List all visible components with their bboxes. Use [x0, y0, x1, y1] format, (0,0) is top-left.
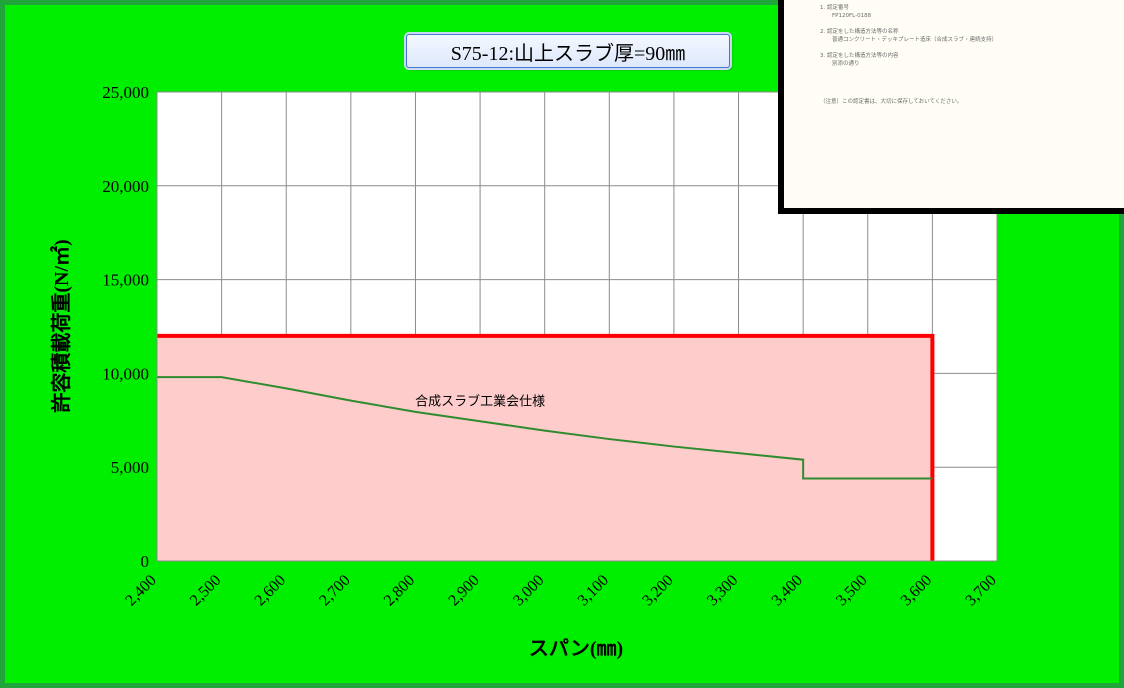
x-tick-label: 3,500: [833, 572, 870, 609]
specification-line: [157, 376, 933, 480]
y-tick-label: 10,000: [102, 364, 149, 383]
doc-item-heading: 2. 認定をした構造方法等の名称: [820, 29, 899, 35]
series-annotation: 合成スラブ工業会仕様: [415, 393, 545, 409]
y-axis-label: 許容積載荷重(N/㎡): [49, 239, 73, 412]
x-tick-label: 2,400: [122, 572, 159, 609]
x-tick-label: 3,400: [769, 572, 806, 609]
x-tick-label: 2,600: [252, 572, 289, 609]
doc-item-body: 別添の通り: [832, 61, 860, 67]
chart-title: S75-12:山上スラブ厚=90㎜: [406, 34, 730, 68]
x-tick-label: 3,000: [510, 572, 547, 609]
certificate-document-inset: 1. 認定番号 FP120FL-0188 2. 認定をした構造方法等の名称 普通…: [778, 0, 1124, 214]
doc-item-body: FP120FL-0188: [832, 13, 872, 19]
x-tick-label: 2,500: [187, 572, 224, 609]
y-tick-label: 5,000: [111, 458, 149, 477]
series-layer: [157, 333, 935, 561]
doc-item-body: 普通コンクリート・デッキプレート造床（合成スラブ・連続支持）: [832, 37, 998, 43]
allowable-region-fill: [157, 335, 933, 561]
x-tick-label: 2,900: [445, 572, 482, 609]
x-axis-label: スパン(㎜): [529, 637, 623, 660]
doc-note: （注意）この認定書は、大切に保存しておいてください。: [820, 99, 963, 105]
x-tick-label: 2,800: [381, 572, 418, 609]
x-tick-label: 3,700: [962, 572, 999, 609]
y-tick-label: 20,000: [102, 177, 149, 196]
doc-item-2: 2. 認定をした構造方法等の名称 普通コンクリート・デッキプレート造床（合成スラ…: [820, 28, 997, 44]
y-tick-label: 0: [141, 552, 150, 571]
plot-border: [156, 91, 998, 562]
doc-item-1: 1. 認定番号 FP120FL-0188: [820, 4, 871, 20]
x-tick-label: 2,700: [316, 572, 353, 609]
allowable-limit-line: [157, 333, 935, 561]
y-tick-label: 15,000: [102, 271, 149, 290]
doc-item-heading: 1. 認定番号: [820, 5, 849, 11]
x-tick-label: 3,100: [575, 572, 612, 609]
x-axis-ticks: 2,400 2,500 2,600 2,700 2,800 2,900 3,000 3,100…: [122, 572, 999, 609]
x-tick-label: 3,600: [898, 572, 935, 609]
x-tick-label: 3,300: [704, 572, 741, 609]
y-axis-ticks: 0 5,000 10,000 15,000 20,000 25,000: [102, 83, 149, 571]
doc-item-3: 3. 認定をした構造方法等の内容 別添の通り: [820, 52, 899, 68]
doc-item-heading: 3. 認定をした構造方法等の内容: [820, 53, 899, 59]
y-tick-label: 25,000: [102, 83, 149, 102]
x-tick-label: 3,200: [639, 572, 676, 609]
